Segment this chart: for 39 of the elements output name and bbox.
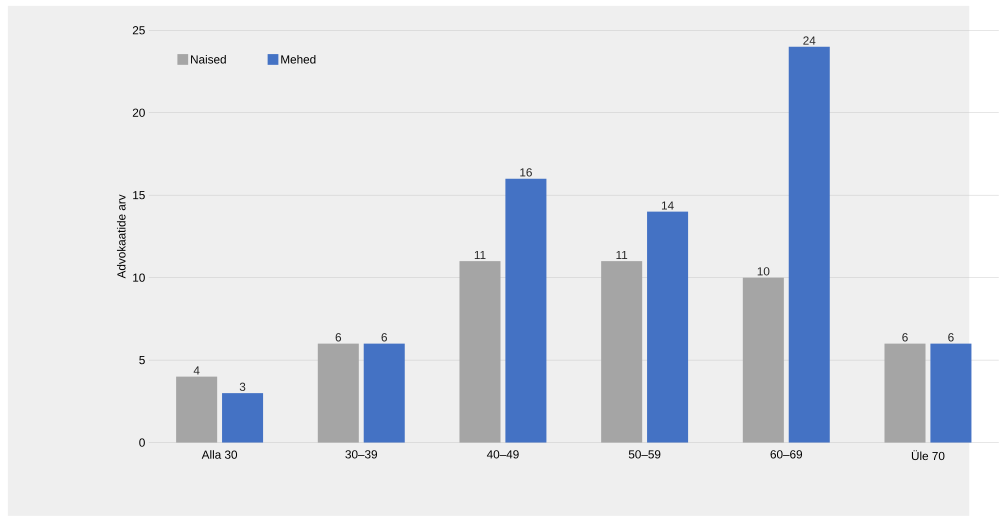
legend-label: Naised [191,55,226,64]
bar [505,178,546,443]
x-tick-label: Üle 70 [912,450,944,460]
bar [601,261,642,443]
data-label: 11 [474,251,486,260]
bar [930,344,972,443]
bar [788,46,830,443]
y-tick-label: 20 [132,108,145,117]
data-label: 4 [194,366,200,375]
y-tick-label: 0 [139,438,145,447]
x-tick-label: 60–69 [770,450,802,459]
data-label: 16 [520,168,532,177]
y-tick-label: 10 [133,274,145,282]
data-label: 6 [382,333,387,342]
y-tick-label: 25 [132,26,145,35]
bar [647,212,688,443]
y-axis-title: Advokaatide arv [116,194,126,279]
bar [318,344,359,443]
bar [364,344,405,443]
data-label: 6 [948,333,954,342]
data-label: 24 [803,36,816,45]
bar [459,261,501,443]
x-tick-label: 50–59 [628,450,660,459]
bar [176,376,218,443]
bar [884,344,926,443]
data-label: 14 [662,202,674,210]
x-tick-label: 40–49 [486,450,519,459]
data-label: 3 [240,382,246,392]
data-label: 6 [336,333,342,342]
data-label: 10 [758,267,770,276]
y-tick-label: 15 [133,191,145,200]
y-tick-label: 5 [139,356,145,364]
legend-label: Mehed [281,55,316,64]
x-tick-label: 30–39 [345,450,378,459]
data-label: 11 [616,251,628,260]
data-label: 6 [902,333,908,342]
x-tick-label: Alla 30 [202,450,238,459]
bar [742,278,784,443]
bar [222,393,264,443]
